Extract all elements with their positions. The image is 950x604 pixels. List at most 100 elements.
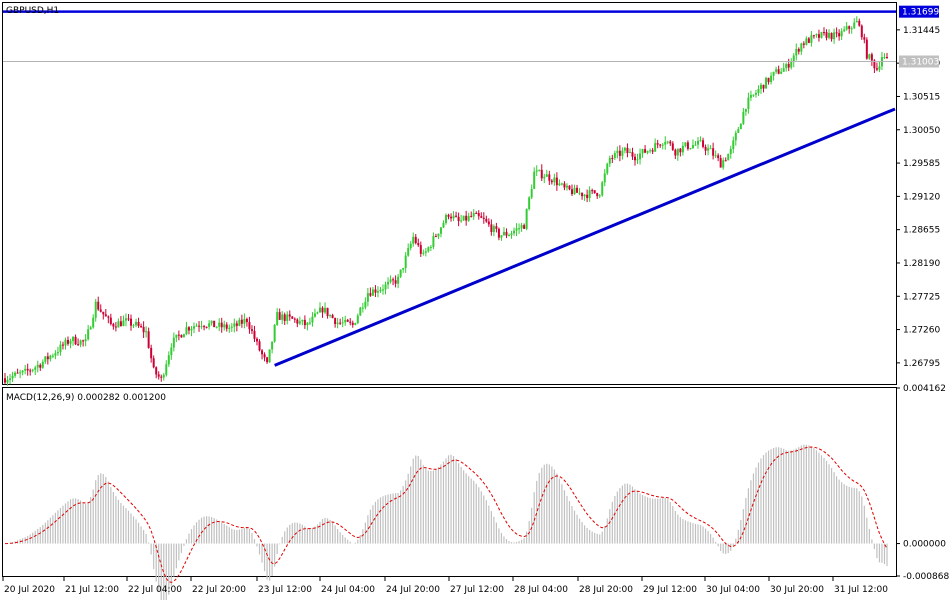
candle [291, 315, 294, 319]
candle [757, 85, 760, 96]
candle [588, 186, 591, 202]
candle [346, 318, 349, 323]
candle [535, 165, 538, 177]
candle [767, 77, 770, 85]
candle [334, 317, 337, 328]
candle [578, 188, 581, 196]
trend-line[interactable] [274, 107, 896, 367]
candle [863, 33, 866, 44]
candle [583, 194, 586, 201]
candle [664, 136, 667, 150]
candle [858, 18, 861, 27]
candle [354, 322, 357, 326]
candle [419, 241, 422, 257]
candle [805, 36, 808, 46]
candle [210, 320, 213, 326]
candle [744, 108, 747, 116]
candle [124, 313, 127, 327]
candle [127, 314, 130, 322]
candle [427, 246, 430, 253]
candle [833, 28, 836, 44]
x-tick-label: 31 Jul 12:00 [834, 585, 888, 595]
symbol-title: GBPUSD,H1 [6, 6, 59, 16]
candle [825, 29, 828, 41]
candle [555, 172, 558, 191]
candle [364, 297, 367, 310]
candle [397, 274, 400, 289]
candle [263, 352, 266, 362]
candle [749, 90, 752, 101]
candle [802, 41, 805, 49]
x-tick-label: 21 Jul 12:00 [65, 585, 119, 595]
candle [14, 371, 17, 378]
x-tick-label: 30 Jul 04:00 [706, 585, 760, 595]
candle [709, 145, 712, 150]
candle [321, 306, 324, 318]
candle [596, 192, 599, 199]
candle [644, 145, 647, 154]
candle [145, 326, 148, 338]
candle [838, 29, 841, 41]
candle [281, 311, 284, 325]
candle [306, 322, 309, 331]
x-tick-label: 22 Jul 04:00 [128, 585, 182, 595]
candle [518, 223, 521, 234]
candle [29, 368, 32, 376]
candle [89, 325, 92, 330]
candle [117, 318, 120, 328]
candle [722, 157, 725, 170]
candle [261, 349, 264, 360]
candle [593, 190, 596, 194]
candle [717, 153, 720, 162]
candle [545, 169, 548, 177]
candle [457, 212, 460, 227]
candle [465, 210, 468, 226]
candle [9, 373, 12, 385]
candle [752, 94, 755, 97]
candle [850, 26, 853, 34]
candle [480, 212, 483, 219]
candle [747, 92, 750, 114]
price-pane[interactable] [3, 10, 896, 386]
candle [404, 252, 407, 273]
candle [565, 183, 568, 191]
candle [631, 147, 634, 160]
macd-pane[interactable] [4, 444, 888, 604]
y-tick-label: 1.28655 [903, 226, 940, 236]
candle [807, 37, 810, 44]
candle [84, 334, 87, 347]
y-tick-label: 1.28190 [903, 259, 940, 269]
candle [24, 364, 27, 375]
candle [200, 320, 203, 330]
candle [618, 145, 621, 162]
candle [157, 371, 160, 380]
price-pane-frame [2, 2, 897, 385]
candle [11, 371, 14, 382]
candle [67, 336, 69, 346]
candle [276, 308, 279, 326]
candle [140, 323, 143, 329]
y-tick-label: 1.29120 [903, 192, 940, 202]
candle [36, 360, 39, 373]
candle [810, 31, 813, 47]
candle [439, 226, 442, 238]
candle [170, 343, 173, 360]
candle [538, 169, 541, 172]
candle [394, 275, 397, 288]
candle [727, 153, 730, 161]
candle [238, 317, 241, 327]
candle [59, 340, 62, 356]
candle [608, 155, 611, 168]
candle [6, 375, 9, 386]
candle [369, 287, 372, 297]
candle [177, 330, 180, 341]
candle [739, 123, 742, 130]
candle [855, 16, 858, 23]
candle [455, 211, 458, 218]
candle [46, 352, 49, 365]
candle [628, 148, 631, 154]
candle [598, 194, 601, 199]
candle [97, 296, 100, 311]
